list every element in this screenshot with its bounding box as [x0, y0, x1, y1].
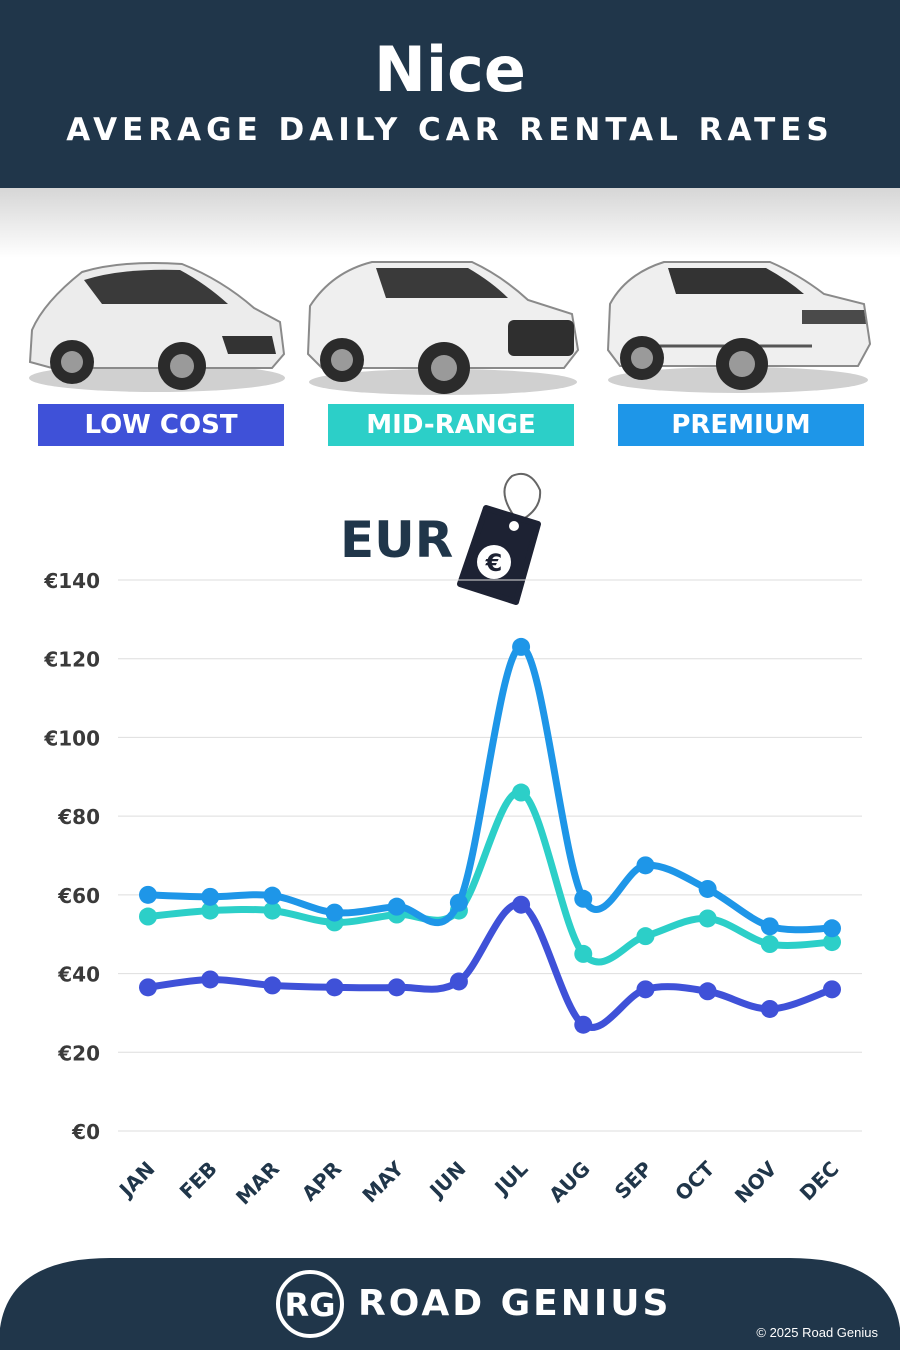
data-point	[201, 887, 220, 906]
data-point	[574, 1015, 593, 1034]
x-tick-label: MAR	[231, 1157, 284, 1210]
data-point	[760, 917, 779, 936]
data-point	[636, 927, 655, 946]
data-point	[263, 901, 282, 920]
premium-suv-car-icon	[606, 261, 872, 393]
series-line	[144, 643, 836, 934]
x-tick-label: NOV	[730, 1156, 782, 1208]
x-tick-label: JUN	[423, 1157, 470, 1204]
data-point	[387, 897, 406, 916]
x-tick-label: SEP	[610, 1157, 657, 1204]
page-subtitle: AVERAGE DAILY CAR RENTAL RATES	[66, 112, 834, 148]
data-point	[139, 978, 157, 997]
data-point	[823, 919, 841, 938]
rental-rates-line-chart: €0 €20 €40 €60 €80 €100 €120 €140 JAN FEB MAR APR MA…	[43, 569, 862, 1210]
data-point	[698, 982, 717, 1001]
data-point	[574, 944, 593, 963]
data-point	[636, 856, 655, 875]
euro-symbol: €	[485, 549, 503, 577]
y-tick-label: €20	[57, 1041, 100, 1065]
data-point	[325, 978, 344, 997]
data-point	[449, 972, 468, 991]
x-tick-label: AUG	[544, 1157, 595, 1208]
y-tick-label: €60	[57, 884, 100, 908]
x-tick-label: OCT	[670, 1156, 719, 1205]
badge-low-cost: LOW COST	[38, 404, 284, 446]
data-point	[201, 901, 220, 920]
data-point	[823, 980, 841, 999]
data-point	[760, 999, 779, 1018]
data-point	[201, 970, 220, 989]
x-tick-label: JAN	[113, 1157, 159, 1203]
data-point	[698, 879, 717, 898]
data-point	[263, 886, 282, 905]
data-point	[449, 893, 468, 912]
suv-car-icon	[306, 261, 580, 395]
data-point	[387, 978, 406, 997]
x-tick-label: APR	[297, 1157, 346, 1206]
y-tick-label: €120	[43, 648, 100, 672]
x-tick-label: DEC	[795, 1157, 844, 1206]
y-tick-label: €0	[71, 1120, 100, 1144]
data-point	[760, 935, 779, 954]
footer-banner: RG	[0, 1258, 900, 1350]
badge-mid-range: MID-RANGE	[328, 404, 574, 446]
y-tick-label: €100	[43, 726, 100, 750]
x-tick-label: JUL	[488, 1156, 532, 1200]
data-point	[636, 980, 655, 999]
logo-circle	[276, 1270, 344, 1338]
data-point	[325, 903, 344, 922]
data-point	[574, 889, 593, 908]
copyright-text: © 2025 Road Genius	[756, 1325, 878, 1340]
data-point	[512, 783, 531, 802]
price-tag-icon: €	[457, 472, 542, 605]
data-point	[139, 907, 157, 926]
data-point	[263, 976, 282, 995]
y-tick-label: €140	[43, 569, 100, 593]
data-point	[139, 885, 157, 904]
y-tick-label: €80	[57, 805, 100, 829]
data-point	[698, 909, 717, 928]
header-banner: Nice AVERAGE DAILY CAR RENTAL RATES	[0, 0, 900, 188]
hatchback-car-icon	[28, 262, 286, 392]
badge-premium: PREMIUM	[618, 404, 864, 446]
y-tick-label: €40	[57, 963, 100, 987]
brand-name: ROAD GENIUS	[358, 1283, 672, 1324]
x-tick-label: FEB	[175, 1157, 222, 1204]
header-shadow	[0, 188, 900, 258]
logo-initials: RG	[285, 1286, 336, 1324]
x-tick-label: MAY	[357, 1156, 408, 1207]
data-point	[512, 895, 531, 914]
data-point	[512, 637, 531, 656]
page-title: Nice	[374, 33, 526, 106]
data-point	[823, 933, 841, 952]
currency-label: EUR	[340, 511, 454, 569]
